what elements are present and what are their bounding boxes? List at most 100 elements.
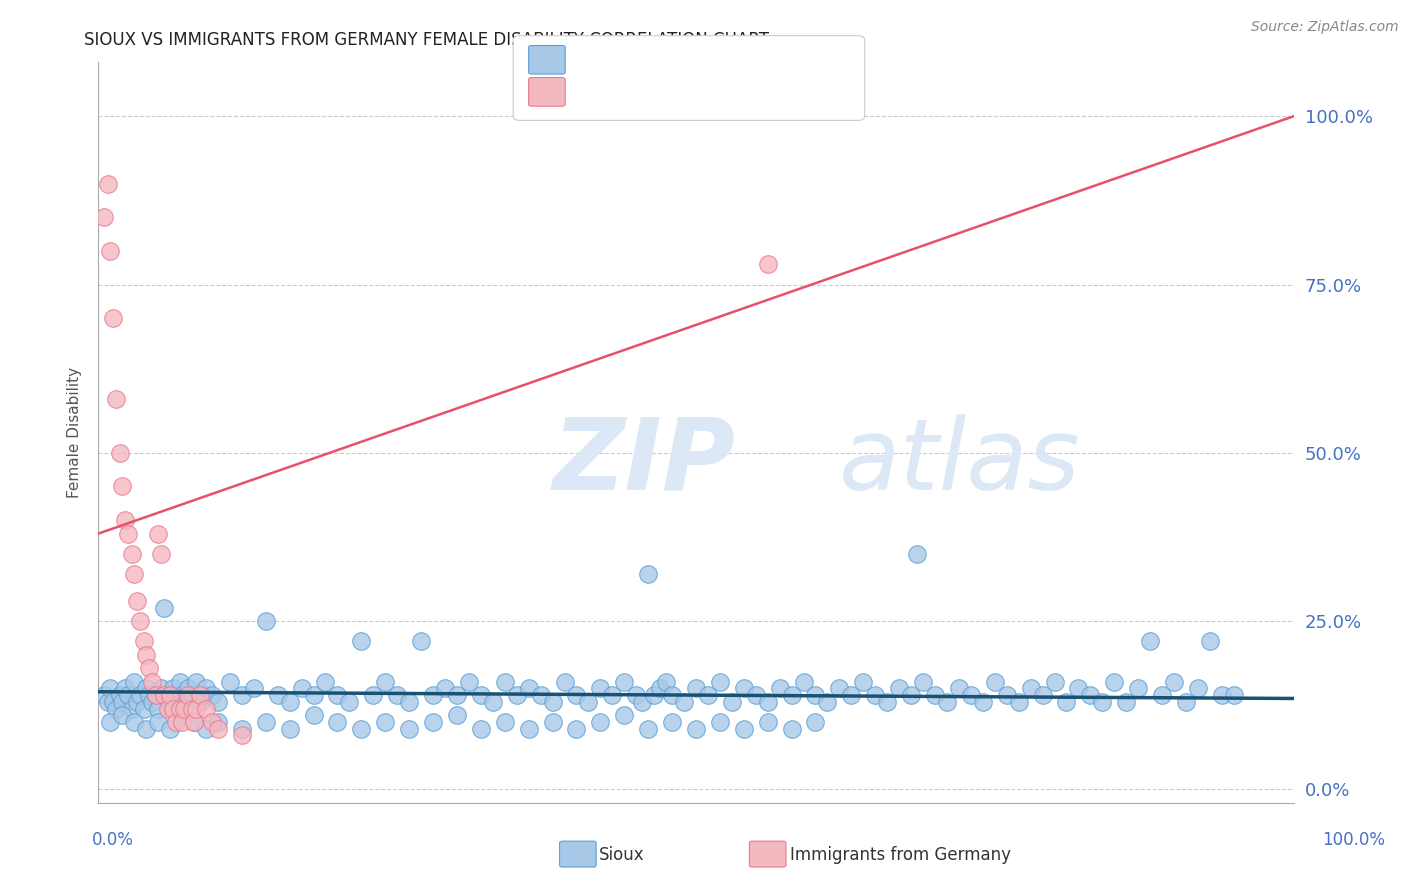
Point: [219, 674, 242, 689]
Point: [685, 722, 707, 736]
Point: [114, 681, 136, 696]
Point: [172, 688, 194, 702]
Point: [924, 688, 946, 702]
Point: [132, 701, 155, 715]
Point: [655, 674, 678, 689]
Point: [852, 674, 875, 689]
Point: [865, 688, 887, 702]
Point: [637, 566, 659, 581]
Point: [960, 688, 983, 702]
Point: [169, 701, 191, 715]
Point: [267, 688, 290, 702]
Point: [685, 681, 707, 696]
Point: [350, 634, 373, 648]
Point: [162, 681, 184, 696]
Point: [517, 681, 540, 696]
Point: [422, 714, 444, 729]
Point: [138, 661, 160, 675]
Point: [828, 681, 851, 696]
Point: [1008, 695, 1031, 709]
Point: [207, 714, 229, 729]
Text: 0.0%: 0.0%: [91, 831, 134, 849]
Point: [709, 714, 731, 729]
Point: [172, 708, 194, 723]
Point: [339, 695, 361, 709]
Point: [578, 695, 600, 709]
Point: [145, 688, 167, 702]
Point: [643, 688, 665, 702]
Point: [105, 392, 128, 406]
Point: [481, 695, 505, 709]
Point: [889, 681, 911, 696]
Point: [148, 701, 170, 715]
Point: [541, 695, 564, 709]
Point: [315, 674, 337, 689]
Point: [111, 695, 134, 709]
Point: [98, 714, 122, 729]
Point: [111, 479, 134, 493]
Point: [530, 688, 553, 702]
Point: [111, 708, 134, 723]
Point: [121, 547, 143, 561]
Point: [135, 681, 157, 696]
Text: Source: ZipAtlas.com: Source: ZipAtlas.com: [1251, 20, 1399, 34]
Point: [97, 177, 120, 191]
Point: [302, 708, 325, 723]
Point: [1163, 674, 1185, 689]
Text: N =: N =: [696, 51, 735, 69]
Point: [446, 708, 468, 723]
Point: [159, 722, 181, 736]
Point: [98, 244, 122, 258]
Point: [159, 688, 181, 702]
Point: [363, 688, 385, 702]
Point: [1043, 674, 1066, 689]
Text: 37: 37: [738, 83, 766, 101]
Point: [183, 714, 205, 729]
Point: [125, 695, 148, 709]
Point: [129, 614, 152, 628]
Point: [1175, 695, 1198, 709]
Point: [165, 688, 187, 702]
Text: N =: N =: [696, 83, 735, 101]
Point: [905, 547, 928, 561]
Point: [506, 688, 529, 702]
Point: [193, 688, 215, 702]
Point: [135, 722, 157, 736]
Point: [195, 681, 218, 696]
Point: [172, 714, 194, 729]
Point: [1199, 634, 1222, 648]
Point: [326, 714, 349, 729]
Point: [125, 594, 148, 608]
Text: Sioux: Sioux: [599, 846, 644, 863]
Point: [780, 688, 803, 702]
Text: -0.076: -0.076: [616, 51, 673, 69]
Point: [183, 714, 205, 729]
Point: [984, 674, 1007, 689]
Point: [841, 688, 863, 702]
Point: [243, 681, 266, 696]
Point: [613, 708, 636, 723]
Text: atlas: atlas: [839, 414, 1081, 511]
Text: ZIP: ZIP: [553, 414, 735, 511]
Point: [105, 701, 128, 715]
Point: [1091, 695, 1114, 709]
Point: [173, 701, 195, 715]
Point: [565, 688, 588, 702]
Point: [117, 526, 139, 541]
Point: [195, 722, 218, 736]
Point: [121, 701, 143, 715]
Point: [470, 688, 492, 702]
Point: [108, 688, 131, 702]
Text: Immigrants from Germany: Immigrants from Germany: [790, 846, 1011, 863]
Point: [793, 674, 815, 689]
Point: [1152, 688, 1174, 702]
Point: [135, 648, 157, 662]
Point: [156, 701, 179, 715]
Point: [159, 695, 181, 709]
Point: [1223, 688, 1246, 702]
Point: [541, 714, 564, 729]
Point: [398, 695, 420, 709]
Point: [876, 695, 898, 709]
Point: [374, 714, 396, 729]
Point: [589, 714, 612, 729]
